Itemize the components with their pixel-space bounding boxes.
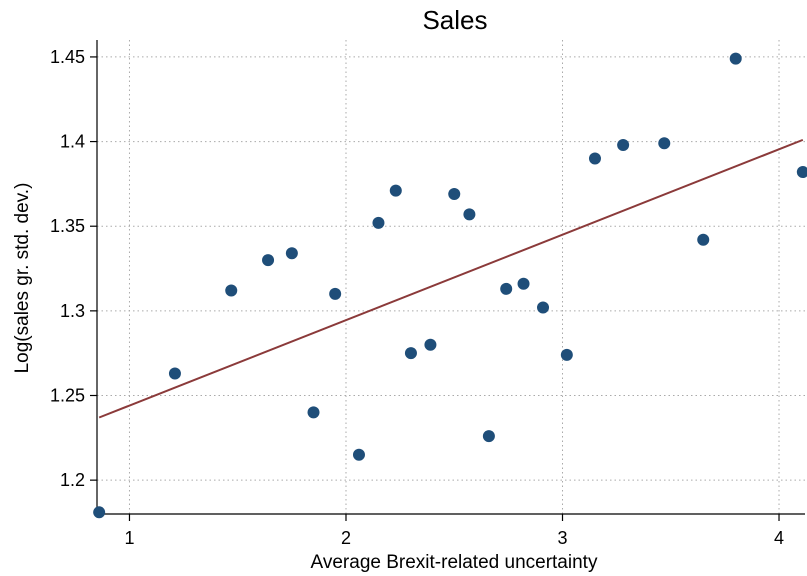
y-tick-label-3: 1.35 bbox=[50, 216, 85, 236]
y-tick-label-4: 1.4 bbox=[60, 132, 85, 152]
data-point-17 bbox=[537, 301, 550, 314]
data-point-4 bbox=[285, 247, 298, 260]
data-point-10 bbox=[404, 347, 417, 360]
data-point-13 bbox=[463, 208, 476, 221]
data-point-1 bbox=[168, 367, 181, 380]
data-point-22 bbox=[697, 233, 710, 246]
data-point-12 bbox=[448, 188, 461, 201]
data-point-5 bbox=[307, 406, 320, 419]
data-point-15 bbox=[500, 282, 513, 295]
data-point-0 bbox=[93, 506, 106, 519]
data-point-7 bbox=[352, 448, 365, 461]
grid bbox=[97, 40, 805, 514]
y-tick-label-5: 1.45 bbox=[50, 47, 85, 67]
data-point-19 bbox=[588, 152, 601, 165]
y-tick-label-0: 1.2 bbox=[60, 470, 85, 490]
x-tick-label-3: 4 bbox=[774, 528, 784, 548]
data-point-20 bbox=[617, 138, 630, 151]
data-point-2 bbox=[225, 284, 238, 297]
points-group bbox=[93, 52, 807, 519]
data-point-11 bbox=[424, 338, 437, 351]
data-point-24 bbox=[796, 166, 807, 179]
axes bbox=[96, 40, 805, 515]
data-point-3 bbox=[262, 254, 275, 267]
x-tick-label-1: 2 bbox=[341, 528, 351, 548]
data-point-21 bbox=[658, 137, 671, 150]
x-tick-label-2: 3 bbox=[557, 528, 567, 548]
y-tick-label-1: 1.25 bbox=[50, 386, 85, 406]
fit-line bbox=[98, 138, 804, 419]
data-point-9 bbox=[389, 184, 402, 197]
data-point-8 bbox=[372, 216, 385, 229]
data-point-6 bbox=[329, 287, 342, 300]
x-axis-title: Average Brexit-related uncertainty bbox=[311, 552, 598, 573]
data-point-14 bbox=[482, 430, 495, 443]
chart-title: Sales bbox=[422, 5, 487, 35]
x-tick-label-0: 1 bbox=[124, 528, 134, 548]
y-axis-title: Log(sales gr. std. dev.) bbox=[12, 183, 33, 374]
data-point-16 bbox=[517, 277, 530, 290]
ticks: 1 2 3 4 1.2 1.25 1.3 1.35 1.4 1.45 bbox=[50, 47, 784, 548]
y-tick-label-2: 1.3 bbox=[60, 301, 85, 321]
fit-line-group bbox=[98, 138, 804, 419]
data-point-23 bbox=[729, 52, 742, 65]
data-point-18 bbox=[560, 348, 573, 361]
